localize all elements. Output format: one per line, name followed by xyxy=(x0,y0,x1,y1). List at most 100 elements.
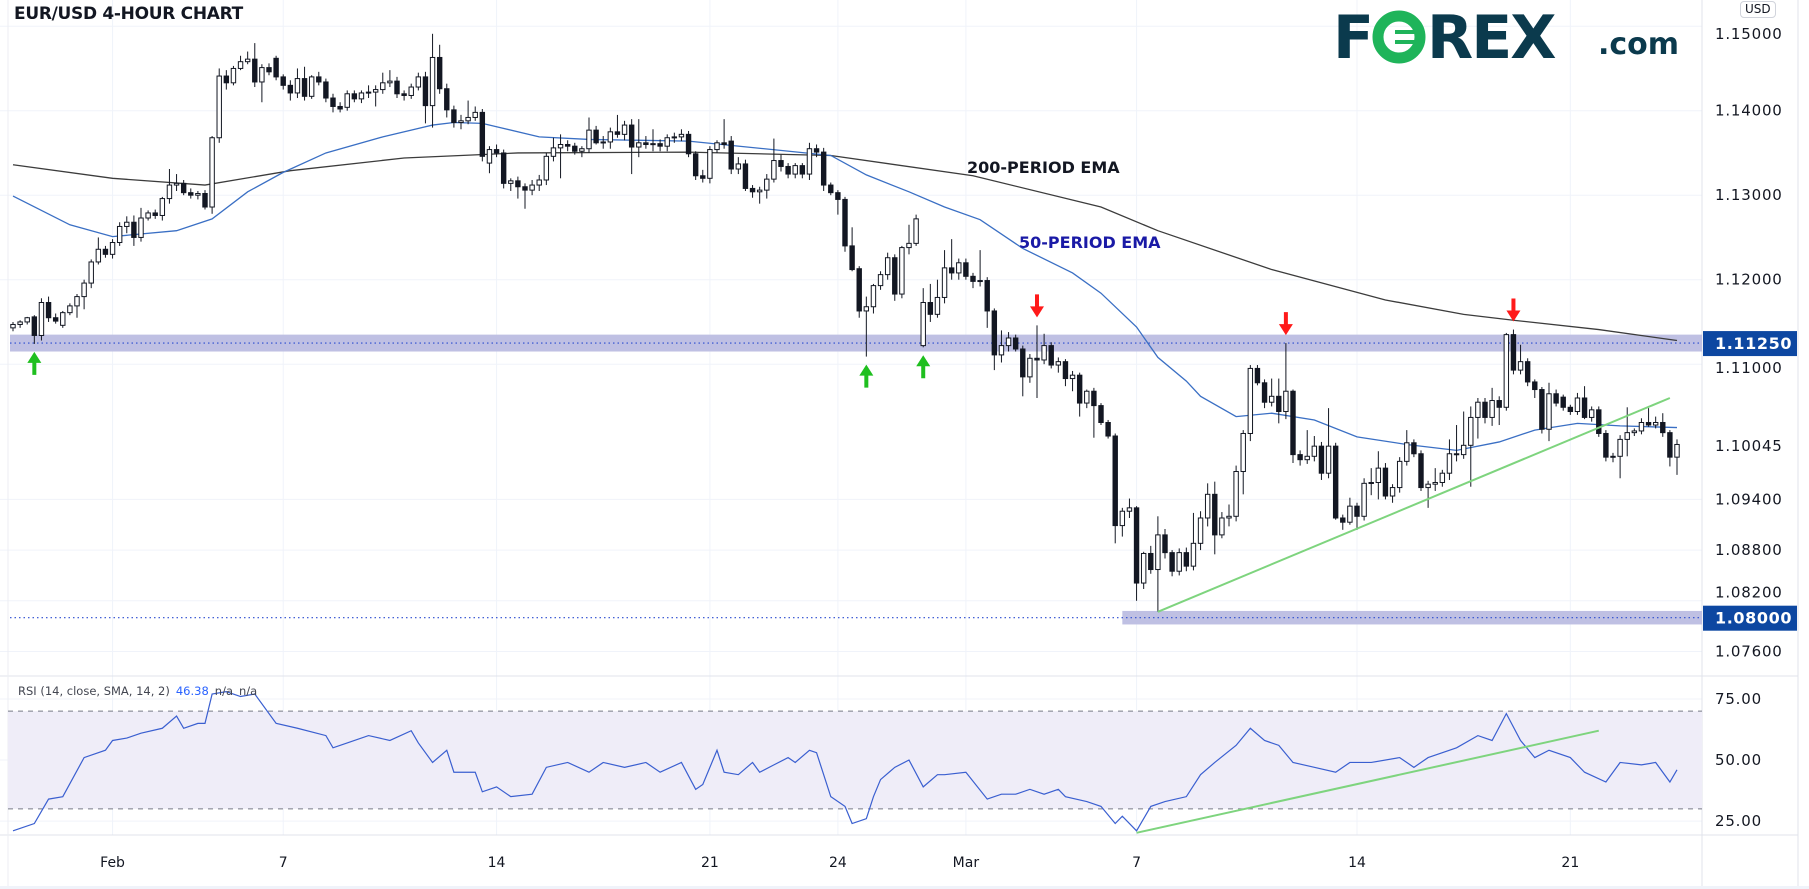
candle-up xyxy=(884,252,891,280)
candle-body xyxy=(451,109,457,124)
candle-up xyxy=(1155,516,1161,612)
candle-body xyxy=(828,184,834,194)
candle-up xyxy=(209,136,215,214)
candle-body xyxy=(550,147,557,157)
candle-body xyxy=(351,93,358,100)
candle-up xyxy=(1347,497,1353,525)
candle-up xyxy=(472,106,478,121)
candle-up xyxy=(465,100,471,125)
chart-title: EUR/USD 4-HOUR CHART xyxy=(14,4,243,24)
candle-down xyxy=(1098,403,1104,426)
candle-body xyxy=(1226,515,1232,519)
candle-down xyxy=(785,163,791,179)
candle-up xyxy=(166,169,173,204)
rsi-legend-na-2: n/a xyxy=(239,684,258,698)
candle-body xyxy=(1091,390,1097,407)
candle-body xyxy=(1041,345,1047,361)
candle-body xyxy=(692,153,699,177)
time-tick-label: 21 xyxy=(1561,855,1579,871)
candle-body xyxy=(1489,400,1495,418)
candle-down xyxy=(500,149,507,189)
arrow-down-icon xyxy=(1506,298,1521,322)
candle-up xyxy=(74,294,80,318)
candle-body xyxy=(1503,334,1510,408)
candle-body xyxy=(1638,422,1645,432)
candle-up xyxy=(1283,343,1289,420)
candle-body xyxy=(1524,361,1531,383)
candles xyxy=(10,33,1680,612)
candle-up xyxy=(1325,408,1332,479)
candle-body xyxy=(1375,467,1382,483)
candle-up xyxy=(536,174,542,191)
candle-up xyxy=(1055,357,1062,373)
candle-up xyxy=(1475,397,1481,439)
candle-up xyxy=(10,321,16,332)
price-tick-label: 1.07600 xyxy=(1715,642,1783,660)
candle-body xyxy=(81,282,87,298)
candle-down xyxy=(1581,386,1588,420)
candle-down xyxy=(721,119,727,149)
candle-down xyxy=(515,176,521,199)
price-tick-label: 1.09400 xyxy=(1715,490,1783,508)
candle-down xyxy=(337,102,343,113)
candle-up xyxy=(145,210,151,221)
candle-body xyxy=(1610,455,1616,458)
candle-down xyxy=(692,151,699,180)
candle-body xyxy=(614,131,621,135)
candle-body xyxy=(216,75,222,139)
time-tick-label: 21 xyxy=(701,855,719,871)
candle-body xyxy=(131,221,137,238)
candle-body xyxy=(188,192,194,196)
price-tick-label: 1.08800 xyxy=(1715,541,1783,559)
candle-up xyxy=(671,132,678,143)
candle-down xyxy=(287,80,294,101)
currency-button[interactable]: USD xyxy=(1740,1,1776,18)
candle-body xyxy=(116,225,123,244)
candle-up xyxy=(230,65,237,86)
candle-down xyxy=(1603,430,1609,462)
candle-up xyxy=(756,186,763,204)
candle-down xyxy=(892,254,898,301)
candle-up xyxy=(934,279,941,318)
candle-body xyxy=(1162,534,1168,554)
candle-down xyxy=(1169,550,1175,577)
candle-body xyxy=(209,137,215,208)
candle-down xyxy=(742,159,749,191)
candle-down xyxy=(1418,450,1424,491)
candle-body xyxy=(1411,442,1417,455)
candle-down xyxy=(1532,379,1538,398)
ema-200-line xyxy=(12,151,1678,342)
candle-body xyxy=(1048,345,1054,366)
candle-up xyxy=(1084,389,1090,409)
bottom-strip xyxy=(0,886,1809,889)
candle-body xyxy=(67,305,73,314)
candle-body xyxy=(856,268,862,312)
candle-body xyxy=(721,142,727,145)
candle-body xyxy=(1460,444,1467,456)
candle-down xyxy=(1076,372,1083,417)
candle-body xyxy=(74,296,80,307)
candle-up xyxy=(678,129,685,142)
candle-body xyxy=(607,131,614,143)
candle-up xyxy=(1041,333,1047,365)
candle-body xyxy=(977,280,983,283)
candle-up xyxy=(1233,465,1239,522)
candle-body xyxy=(486,149,493,164)
candle-down xyxy=(493,144,500,158)
candle-up xyxy=(1140,551,1147,589)
candle-down xyxy=(1354,502,1360,530)
candle-body xyxy=(970,275,976,282)
candle-body xyxy=(195,193,201,196)
ema-50-line xyxy=(12,121,1678,452)
candle-body xyxy=(927,302,934,315)
candle-up xyxy=(1389,484,1396,503)
candle-down xyxy=(1062,359,1069,387)
candle-body xyxy=(941,267,948,298)
candle-body xyxy=(1126,507,1133,512)
candle-body xyxy=(735,163,742,170)
candle-body xyxy=(408,86,414,96)
candle-body xyxy=(10,323,16,329)
candle-body xyxy=(323,81,329,99)
candle-body xyxy=(280,76,286,86)
